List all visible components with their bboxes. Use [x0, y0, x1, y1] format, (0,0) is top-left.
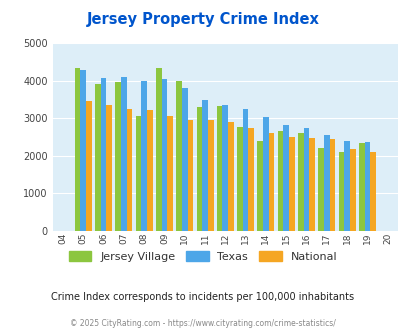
Bar	[126, 109, 132, 231]
Bar	[237, 127, 242, 231]
Bar	[106, 105, 112, 231]
Bar	[329, 139, 335, 231]
Bar	[257, 141, 262, 231]
Bar	[343, 142, 349, 231]
Bar	[309, 139, 314, 231]
Bar	[187, 120, 193, 231]
Bar	[86, 101, 92, 231]
Bar	[358, 143, 364, 231]
Bar	[207, 120, 213, 231]
Bar	[121, 77, 126, 231]
Bar	[216, 106, 222, 231]
Bar	[297, 133, 303, 231]
Text: © 2025 CityRating.com - https://www.cityrating.com/crime-statistics/: © 2025 CityRating.com - https://www.city…	[70, 319, 335, 328]
Bar	[242, 109, 248, 231]
Bar	[75, 68, 80, 231]
Bar	[167, 116, 173, 231]
Bar	[338, 152, 343, 231]
Bar	[95, 84, 100, 231]
Bar	[147, 110, 152, 231]
Bar	[248, 128, 254, 231]
Bar	[80, 70, 86, 231]
Bar	[277, 131, 283, 231]
Bar	[262, 116, 268, 231]
Bar	[222, 105, 228, 231]
Bar	[364, 142, 369, 231]
Bar	[369, 151, 375, 231]
Legend: Jersey Village, Texas, National: Jersey Village, Texas, National	[64, 247, 341, 267]
Bar	[100, 78, 106, 231]
Bar	[349, 148, 355, 231]
Bar	[202, 100, 207, 231]
Bar	[135, 116, 141, 231]
Bar	[323, 135, 329, 231]
Bar	[115, 82, 121, 231]
Bar	[228, 122, 233, 231]
Bar	[196, 107, 202, 231]
Bar	[288, 137, 294, 231]
Bar	[283, 124, 288, 231]
Bar	[176, 81, 181, 231]
Text: Crime Index corresponds to incidents per 100,000 inhabitants: Crime Index corresponds to incidents per…	[51, 292, 354, 302]
Bar	[303, 127, 309, 231]
Bar	[161, 80, 167, 231]
Bar	[318, 148, 323, 231]
Text: Jersey Property Crime Index: Jersey Property Crime Index	[86, 12, 319, 26]
Bar	[268, 133, 274, 231]
Bar	[141, 81, 147, 231]
Bar	[181, 88, 187, 231]
Bar	[156, 68, 161, 231]
